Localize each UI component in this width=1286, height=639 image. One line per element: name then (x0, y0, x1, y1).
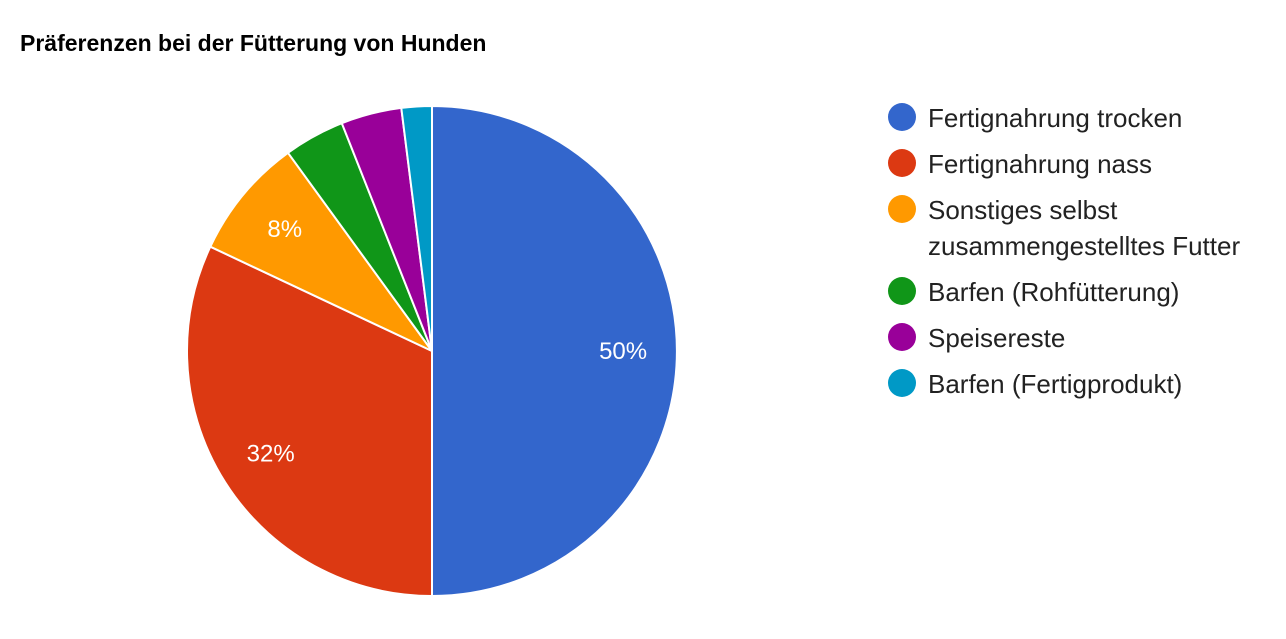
slice-percent-label: 8% (267, 216, 302, 243)
pie-slice[interactable] (208, 151, 433, 352)
legend-item[interactable]: Sonstiges selbst zusammengestelltes Futt… (888, 192, 1286, 264)
legend-item[interactable]: Fertignahrung trocken (888, 100, 1286, 136)
legend-dot-icon (888, 195, 916, 223)
legend: Fertignahrung trocken Fertignahrung nass… (888, 100, 1286, 412)
legend-label: Sonstiges selbst zusammengestelltes Futt… (928, 195, 1241, 261)
pie-labels: 50% 32% 8% (247, 216, 647, 467)
legend-dot-icon (888, 323, 916, 351)
legend-item[interactable]: Speisereste (888, 320, 1286, 356)
pie-chart: 50% 32% 8% (186, 104, 678, 598)
legend-item[interactable]: Barfen (Rohfütterung) (888, 274, 1286, 310)
legend-dot-icon (888, 149, 916, 177)
slice-percent-label: 32% (247, 440, 295, 467)
legend-dot-icon (888, 277, 916, 305)
legend-label: Fertignahrung trocken (928, 103, 1183, 133)
legend-label: Barfen (Fertigprodukt) (928, 369, 1183, 399)
slice-percent-label: 50% (599, 338, 647, 365)
legend-dot-icon (888, 369, 916, 397)
pie-slice[interactable] (431, 104, 678, 598)
chart-title: Präferenzen bei der Fütterung von Hunden (20, 30, 487, 56)
legend-label: Fertignahrung nass (928, 149, 1153, 179)
legend-item[interactable]: Barfen (Fertigprodukt) (888, 366, 1286, 402)
legend-label: Speisereste (928, 323, 1066, 353)
legend-label: Barfen (Rohfütterung) (928, 277, 1180, 307)
legend-dot-icon (888, 103, 916, 131)
pie-slice[interactable] (186, 245, 433, 598)
legend-item[interactable]: Fertignahrung nass (888, 146, 1286, 182)
pie-slice[interactable] (400, 104, 433, 352)
pie-slices (186, 104, 678, 598)
